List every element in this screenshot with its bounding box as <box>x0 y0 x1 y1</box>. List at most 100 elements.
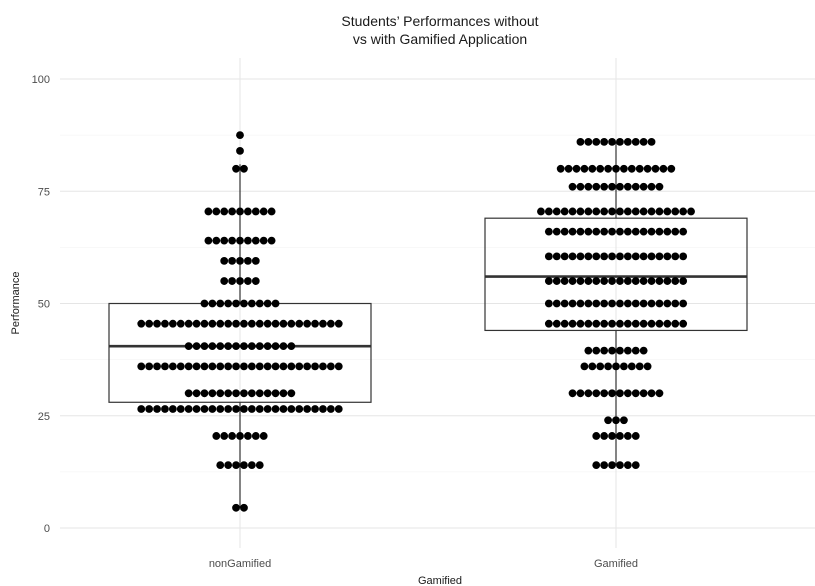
data-point <box>651 164 660 173</box>
data-point <box>244 207 252 216</box>
data-point <box>208 299 217 308</box>
data-point <box>161 362 169 371</box>
data-point <box>623 277 632 285</box>
data-point <box>631 252 640 261</box>
data-point <box>212 432 221 440</box>
data-point <box>544 319 553 328</box>
data-point <box>145 405 154 413</box>
data-point <box>631 432 640 440</box>
data-point <box>208 362 217 371</box>
data-point <box>631 346 640 355</box>
data-point <box>560 227 569 236</box>
data-point <box>168 362 177 371</box>
data-point <box>647 277 656 285</box>
data-point <box>236 131 244 140</box>
data-point <box>655 299 664 308</box>
data-point <box>647 252 656 261</box>
data-point <box>663 299 672 308</box>
data-point <box>228 207 237 216</box>
data-point <box>212 207 221 216</box>
data-point <box>552 227 561 236</box>
data-point <box>255 362 264 371</box>
data-point <box>220 207 229 216</box>
data-point <box>647 389 656 398</box>
data-point <box>200 342 209 351</box>
data-point <box>259 236 268 245</box>
data-point <box>643 362 652 371</box>
data-point <box>608 461 616 470</box>
data-point <box>631 461 640 470</box>
data-point <box>623 227 632 236</box>
data-point <box>228 236 237 245</box>
data-point <box>216 461 225 470</box>
y-tick-label: 25 <box>38 411 50 423</box>
data-point <box>271 342 280 351</box>
y-tick-label: 50 <box>38 299 50 311</box>
data-point <box>564 164 573 173</box>
data-point <box>623 299 632 308</box>
data-point <box>623 137 632 146</box>
data-point <box>255 405 264 413</box>
box <box>484 217 748 332</box>
data-point <box>255 319 264 328</box>
data-point <box>192 405 201 413</box>
data-point <box>643 164 652 173</box>
data-point <box>279 389 288 398</box>
data-point <box>671 299 680 308</box>
data-point <box>295 319 304 328</box>
data-point <box>552 299 561 308</box>
data-point <box>311 405 319 413</box>
data-point <box>592 277 601 285</box>
data-point <box>608 227 616 236</box>
data-point <box>204 207 213 216</box>
data-point <box>240 405 248 413</box>
data-point <box>247 319 256 328</box>
data-point <box>612 362 620 371</box>
data-point <box>303 362 312 371</box>
data-point <box>623 389 632 398</box>
data-point <box>623 346 632 355</box>
data-point <box>200 389 209 398</box>
data-point <box>568 299 577 308</box>
data-point <box>623 461 632 470</box>
data-point <box>639 319 648 328</box>
data-point <box>631 227 640 236</box>
data-point <box>232 299 240 308</box>
data-point <box>568 252 577 261</box>
data-point <box>184 389 193 398</box>
data-point <box>608 277 616 285</box>
data-point <box>608 207 616 216</box>
data-point <box>584 137 593 146</box>
boxplot-Gamified <box>484 141 748 466</box>
data-point <box>576 207 585 216</box>
data-point <box>616 137 624 146</box>
data-point <box>228 277 237 285</box>
data-point <box>544 207 553 216</box>
data-point <box>251 256 260 265</box>
data-point <box>267 207 276 216</box>
data-point <box>584 319 593 328</box>
data-point <box>580 362 589 371</box>
data-point <box>576 252 585 261</box>
data-point <box>600 207 609 216</box>
data-point <box>639 346 648 355</box>
data-point <box>216 362 225 371</box>
data-point <box>232 164 240 173</box>
data-point <box>255 461 264 470</box>
data-point <box>616 299 624 308</box>
data-point <box>319 362 327 371</box>
data-point <box>263 405 272 413</box>
data-point <box>679 252 688 261</box>
data-point <box>616 389 624 398</box>
data-point <box>287 389 296 398</box>
data-point <box>679 319 688 328</box>
data-point <box>560 319 569 328</box>
data-point <box>224 389 233 398</box>
data-point <box>228 432 237 440</box>
data-point <box>153 405 161 413</box>
data-point <box>623 252 632 261</box>
data-point <box>192 319 201 328</box>
data-point <box>679 227 688 236</box>
data-point <box>631 319 640 328</box>
data-point <box>334 362 343 371</box>
